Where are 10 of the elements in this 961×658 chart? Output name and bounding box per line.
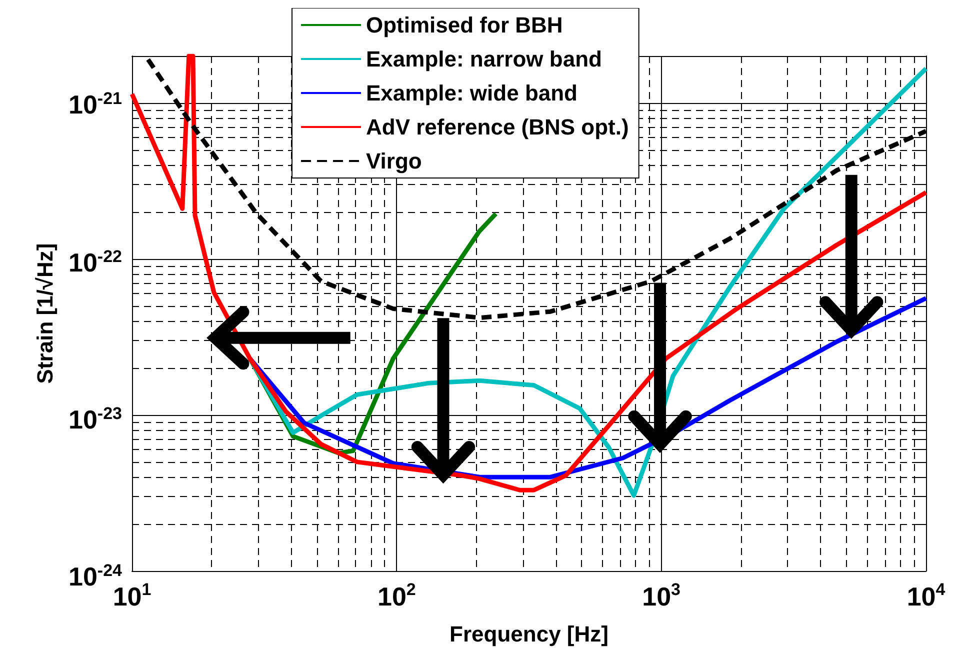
y-axis-title: Strain [1/√Hz] (32, 243, 58, 384)
y-tick-label: 10$^{-23}$ (68, 402, 122, 434)
legend-label: Virgo (366, 148, 422, 174)
legend-label: AdV reference (BNS opt.) (366, 114, 629, 140)
legend-label: Example: wide band (366, 80, 578, 106)
legend-label: Example: narrow band (366, 46, 602, 72)
y-tick-label: 10$^{-21}$ (68, 88, 122, 120)
legend-label: Optimised for BBH (366, 12, 563, 38)
y-tick-label: 10$^{-22}$ (68, 246, 122, 278)
x-axis-title: Frequency [Hz] (450, 622, 608, 646)
